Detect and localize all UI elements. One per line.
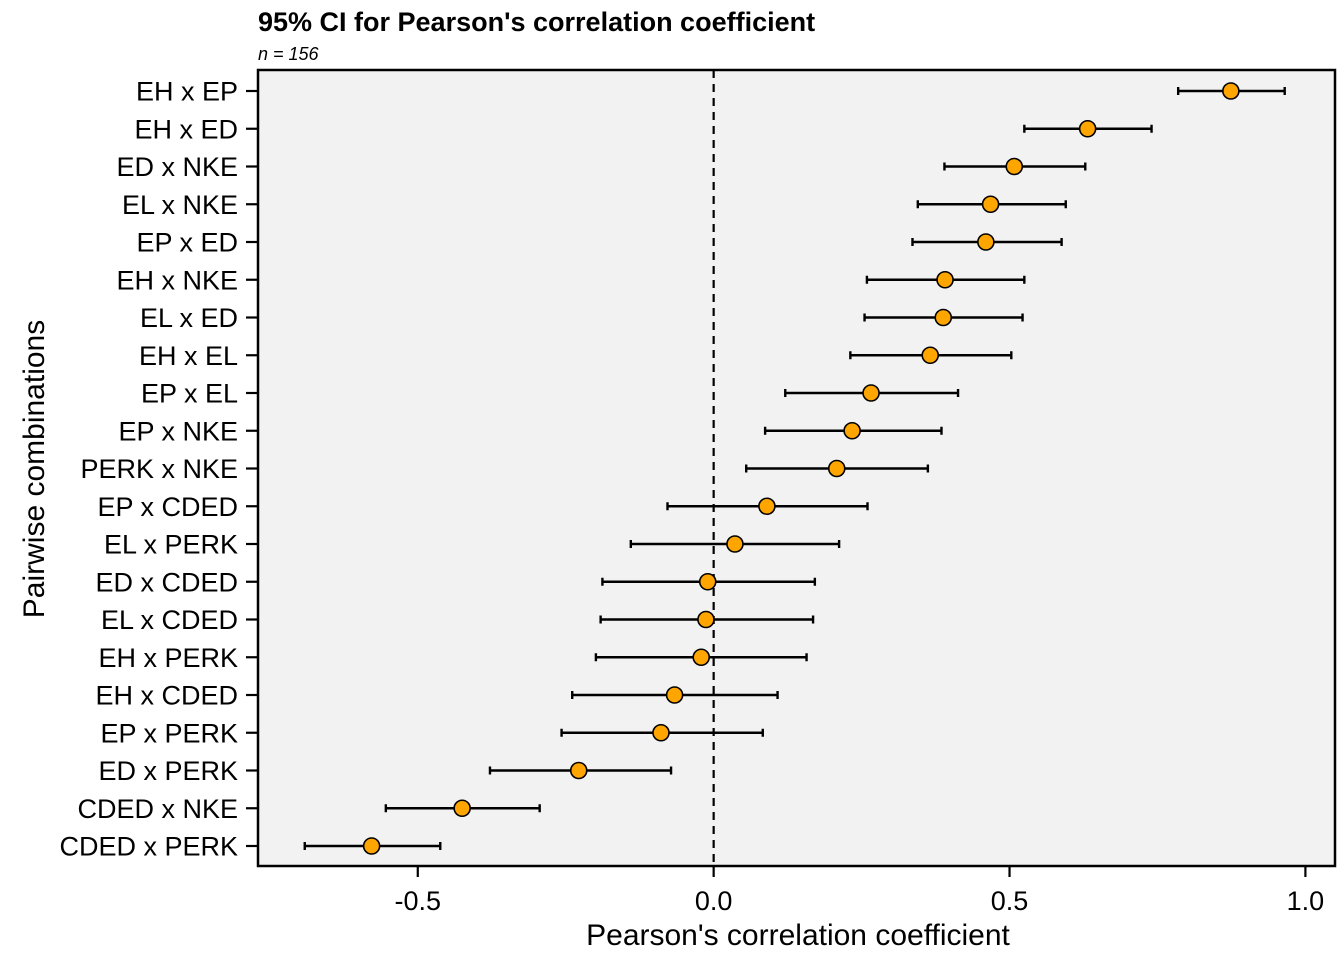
ci-row — [916, 195, 1067, 214]
y-tick-label: EL x CDED — [101, 605, 238, 635]
y-tick-label: EH x ED — [134, 114, 238, 144]
correlation-point — [843, 421, 861, 440]
ci-row — [849, 346, 1013, 365]
x-axis-title: Pearson's correlation coefficient — [586, 919, 1010, 952]
ci-row — [666, 497, 869, 516]
correlation-point — [1078, 119, 1097, 138]
x-axis: -0.5 0.0 0.5 1.0 — [395, 866, 1325, 916]
correlation-point — [652, 723, 670, 742]
ci-row — [560, 723, 764, 742]
y-tick-label: EH x EL — [139, 341, 238, 371]
ci-row — [763, 421, 943, 440]
correlation-point — [453, 799, 471, 818]
correlation-point — [758, 497, 776, 516]
ci-row — [863, 308, 1024, 327]
y-tick-label: CDED x NKE — [77, 794, 238, 824]
x-tick-label: 0.5 — [991, 886, 1029, 916]
y-tick-label: EP x ED — [136, 228, 238, 258]
ci-row — [599, 610, 815, 629]
correlation-point — [936, 270, 954, 289]
correlation-point — [726, 535, 744, 553]
y-tick-label: ED x PERK — [98, 756, 238, 786]
marks-layer — [303, 82, 1286, 855]
correlation-point — [697, 610, 715, 629]
y-tick-label: EP x NKE — [118, 416, 238, 446]
ci-row — [488, 761, 673, 780]
ci-row — [911, 233, 1063, 251]
y-tick-label: EP x PERK — [100, 718, 238, 748]
y-tick-label: CDED x PERK — [59, 832, 238, 862]
correlation-point — [827, 459, 846, 478]
y-tick-label: EP x CDED — [97, 492, 238, 522]
correlation-point — [362, 837, 381, 855]
y-tick-label: EL x ED — [140, 303, 238, 333]
ci-row — [784, 384, 960, 402]
correlation-point — [977, 233, 995, 251]
ci-row — [303, 837, 442, 855]
y-tick-label: PERK x NKE — [80, 454, 238, 484]
correlation-point — [862, 384, 880, 402]
y-tick-label: ED x CDED — [95, 567, 238, 597]
ci-row — [745, 459, 930, 478]
ci-row — [384, 799, 541, 818]
correlation-point — [692, 648, 711, 667]
ci-row — [865, 270, 1026, 289]
x-tick-label: -0.5 — [395, 886, 442, 916]
ci-row — [1176, 82, 1286, 100]
ci-row — [629, 535, 841, 553]
y-tick-label: EH x CDED — [95, 681, 238, 711]
y-axis-title: Pairwise combinations — [18, 320, 51, 618]
correlation-point — [981, 195, 1000, 214]
ci-row — [1023, 119, 1153, 138]
correlation-point — [698, 572, 717, 591]
correlation-point — [921, 346, 940, 365]
ci-row — [601, 572, 817, 591]
y-tick-label: EH x EP — [136, 77, 238, 107]
y-tick-label: EH x NKE — [116, 265, 238, 295]
ci-row — [943, 157, 1087, 176]
correlation-point — [1222, 82, 1240, 100]
correlation-point — [569, 761, 588, 780]
correlation-point — [665, 686, 684, 704]
correlation-point — [934, 308, 953, 327]
correlation-point — [1005, 157, 1024, 176]
y-tick-label: EP x EL — [141, 379, 238, 409]
chart-title: 95% CI for Pearson's correlation coeffic… — [258, 7, 815, 37]
ci-row — [594, 648, 808, 667]
y-axis: EH x EP EH x ED ED x NKE EL x NKE EP x ED EH … — [59, 77, 258, 862]
x-tick-label: 0.0 — [695, 886, 733, 916]
chart-subtitle: n = 156 — [258, 44, 320, 64]
y-tick-label: ED x NKE — [116, 152, 238, 182]
y-tick-label: EL x NKE — [122, 190, 238, 220]
x-tick-label: 1.0 — [1287, 886, 1325, 916]
y-tick-label: EH x PERK — [98, 643, 238, 673]
ci-row — [571, 686, 779, 704]
y-tick-label: EL x PERK — [104, 530, 238, 560]
